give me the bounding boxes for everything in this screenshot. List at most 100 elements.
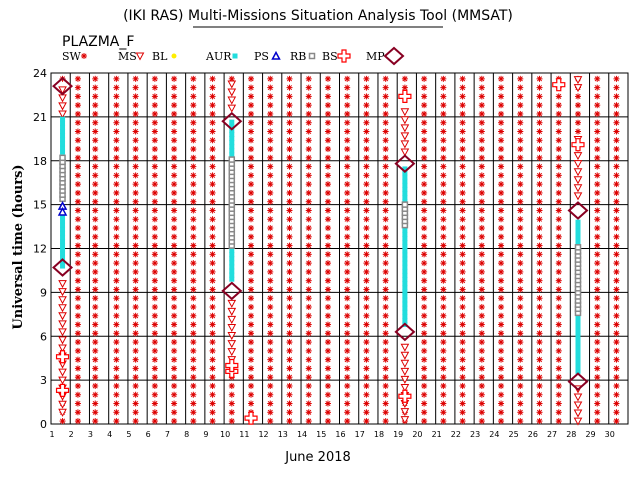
sw-stroke <box>517 199 523 205</box>
sw-point <box>459 207 466 214</box>
sw-stroke <box>536 207 543 214</box>
sw-point <box>74 312 81 319</box>
sw-stroke <box>152 111 158 117</box>
sw-stroke <box>152 348 158 354</box>
sw-stroke <box>517 190 523 196</box>
sw-stroke <box>75 225 81 231</box>
sw-point <box>92 339 99 346</box>
sw-point <box>305 128 312 135</box>
sw-stroke <box>517 374 523 380</box>
sw-stroke <box>75 269 81 275</box>
sw-point <box>151 163 158 170</box>
sw-point <box>132 374 139 381</box>
sw-point <box>248 216 255 223</box>
sw-stroke <box>556 269 562 275</box>
sw-stroke <box>383 365 389 371</box>
sw-stroke <box>248 260 254 266</box>
sw-point <box>324 110 331 117</box>
sw-point <box>74 146 81 153</box>
sw-point <box>440 146 447 153</box>
sw-stroke <box>556 383 562 389</box>
sw-point <box>209 339 216 346</box>
x-tick-label: 29 <box>585 430 595 439</box>
sw-stroke <box>190 339 196 345</box>
sw-stroke <box>363 304 369 310</box>
sw-stroke <box>344 207 350 214</box>
sw-point <box>498 189 505 196</box>
sw-point <box>209 75 216 82</box>
sw-stroke <box>81 53 87 59</box>
sw-point <box>517 172 524 179</box>
sw-point <box>113 84 120 91</box>
sw-stroke <box>248 207 254 214</box>
sw-point <box>459 110 466 117</box>
sw-point <box>190 286 197 293</box>
sw-point <box>382 93 389 100</box>
sw-point <box>555 119 562 126</box>
sw-stroke <box>92 365 98 371</box>
sw-stroke <box>517 313 523 319</box>
sw-point <box>190 128 197 135</box>
sw-point <box>171 347 178 354</box>
sw-stroke <box>421 146 427 152</box>
sw-point <box>171 339 178 346</box>
sw-point <box>459 163 466 170</box>
sw-point <box>440 189 447 196</box>
sw-point <box>171 172 178 179</box>
sw-stroke <box>248 181 254 187</box>
sw-point <box>382 225 389 232</box>
sw-stroke <box>210 269 216 275</box>
sw-point <box>113 128 120 135</box>
sw-point <box>248 330 255 337</box>
sw-stroke <box>556 164 562 170</box>
sw-point <box>74 119 81 126</box>
sw-stroke <box>190 243 196 249</box>
sw-stroke <box>325 155 331 161</box>
sw-point <box>440 391 447 398</box>
sw-point <box>248 391 255 398</box>
sw-point <box>363 216 370 223</box>
sw-point <box>478 339 485 346</box>
sw-stroke <box>92 93 98 99</box>
sw-stroke <box>344 269 350 275</box>
sw-stroke <box>479 286 485 293</box>
sw-point <box>171 163 178 170</box>
sw-point <box>498 75 505 82</box>
sw-stroke <box>460 216 466 222</box>
sw-stroke <box>152 400 158 407</box>
sw-stroke <box>460 418 466 424</box>
sw-stroke <box>133 365 139 371</box>
x-tick-label: 28 <box>566 430 576 439</box>
sw-point <box>344 181 351 188</box>
sw-stroke <box>556 400 562 407</box>
sw-point <box>517 365 524 372</box>
sw-stroke <box>190 190 196 196</box>
sw-point <box>171 154 178 161</box>
x-tick-label: 5 <box>126 430 131 439</box>
sw-stroke <box>517 216 523 222</box>
sw-point <box>248 356 255 363</box>
sw-point <box>344 163 351 170</box>
sw-stroke <box>210 137 216 143</box>
sw-stroke <box>248 164 254 170</box>
sw-point <box>536 181 543 188</box>
sw-point <box>228 391 235 398</box>
sw-stroke <box>75 190 81 196</box>
sw-stroke <box>556 374 562 380</box>
sw-stroke <box>92 128 98 135</box>
sw-point <box>190 216 197 223</box>
sw-stroke <box>267 304 273 310</box>
sw-stroke <box>344 321 350 328</box>
sw-point <box>286 347 293 354</box>
sw-stroke <box>267 339 273 345</box>
sw-stroke <box>460 400 466 407</box>
sw-point <box>132 128 139 135</box>
sw-point <box>421 321 428 328</box>
x-tick-label: 15 <box>316 430 326 439</box>
sw-stroke <box>460 383 466 389</box>
sw-stroke <box>190 120 196 126</box>
sw-point <box>132 268 139 275</box>
sw-point <box>536 260 543 267</box>
sw-stroke <box>210 260 216 266</box>
sw-point <box>248 75 255 82</box>
